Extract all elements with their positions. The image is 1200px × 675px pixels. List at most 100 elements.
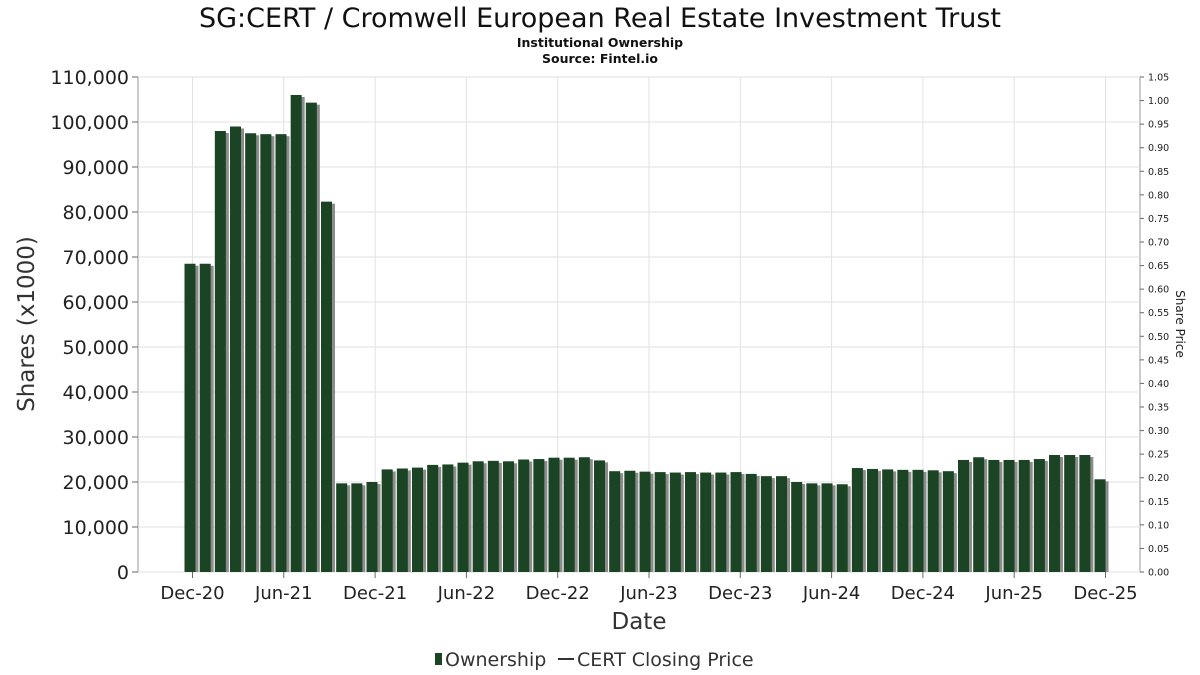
bar	[396, 468, 408, 572]
bar	[745, 473, 757, 572]
bar	[214, 131, 226, 572]
bar	[1018, 459, 1030, 572]
bar	[851, 468, 863, 572]
bar	[1003, 459, 1015, 572]
y2-tick-label: 0.30	[1148, 426, 1169, 437]
y-tick-label: 30,000	[63, 427, 129, 449]
y2-tick-label: 0.40	[1148, 379, 1169, 390]
y2-tick-label: 0.60	[1148, 285, 1169, 296]
y2-tick-label: 0.50	[1148, 332, 1169, 343]
y-tick-label: 70,000	[63, 247, 129, 269]
bar	[563, 457, 575, 572]
y2-tick-label: 0.80	[1148, 190, 1169, 201]
legend: Ownership CERT Closing Price	[435, 649, 754, 671]
bar	[760, 476, 772, 572]
x-tick-label: Jun-21	[254, 583, 313, 604]
bar	[199, 263, 211, 572]
bar	[927, 470, 939, 572]
bars-group	[184, 95, 1109, 573]
bar	[912, 469, 924, 572]
y2-tick-label: 0.75	[1148, 214, 1169, 225]
y-tick-label: 100,000	[50, 112, 129, 134]
x-tick-label: Dec-24	[891, 583, 955, 604]
bar	[321, 201, 333, 572]
bar	[260, 134, 272, 572]
x-axis-label: Date	[612, 609, 667, 635]
chart-title: SG:CERT / Cromwell European Real Estate …	[199, 3, 1001, 34]
bar	[867, 468, 879, 572]
legend-ownership-label: Ownership	[445, 649, 546, 671]
bar	[548, 457, 560, 572]
legend-ownership-swatch	[435, 653, 442, 665]
bar	[230, 126, 242, 572]
y-tick-label: 40,000	[63, 382, 129, 404]
y-tick-label: 10,000	[63, 517, 129, 539]
y-tick-label: 0	[117, 562, 129, 584]
x-tick-label: Jun-24	[802, 583, 861, 604]
bar	[594, 460, 606, 572]
x-tick-label: Jun-22	[437, 583, 496, 604]
bar	[1094, 479, 1106, 572]
y2-tick-label: 0.45	[1148, 355, 1169, 366]
bar	[366, 482, 378, 572]
bar	[305, 102, 317, 573]
y2-tick-label: 0.95	[1148, 120, 1169, 131]
bar	[351, 483, 363, 572]
y-tick-label: 60,000	[63, 292, 129, 314]
bar	[882, 469, 894, 572]
bar	[487, 460, 499, 572]
bar	[518, 459, 530, 572]
bar	[578, 457, 590, 572]
y-axis-label: Shares (x1000)	[14, 236, 40, 412]
y2-tick-label: 0.20	[1148, 473, 1169, 484]
plot-area	[137, 76, 1141, 573]
chart-source: Source: Fintel.io	[542, 51, 658, 66]
bar	[776, 476, 788, 572]
bar	[624, 470, 636, 572]
x-axis: Dec-20 Jun-21 Dec-21 Jun-22 Dec-22 Jun-23 Dec-…	[160, 572, 1138, 604]
y-axis: 0 10,000 20,000 30,000 40,000 50,000 60,000 70,…	[50, 67, 138, 584]
bar	[533, 459, 545, 572]
x-tick-label: Dec-21	[343, 583, 407, 604]
x-tick-label: Dec-22	[526, 583, 590, 604]
x-tick-label: Dec-20	[160, 583, 224, 604]
chart-subtitle: Institutional Ownership	[517, 35, 683, 50]
bar	[988, 459, 1000, 572]
bar	[806, 483, 818, 572]
bar	[457, 462, 469, 572]
y2-tick-label: 0.35	[1148, 403, 1169, 414]
y2-axis: 0.00 0.05 0.10 0.15 0.20 0.25 0.30 0.35 0.40 0.45…	[1140, 73, 1169, 579]
y2-tick-label: 1.05	[1148, 73, 1169, 84]
y2-tick-label: 0.55	[1148, 308, 1169, 319]
bar	[821, 483, 833, 572]
bar	[609, 471, 621, 572]
bar	[245, 133, 257, 572]
bar	[503, 461, 515, 572]
bar	[1049, 455, 1061, 572]
bar	[973, 457, 985, 572]
bar	[442, 464, 454, 572]
bar	[275, 134, 287, 572]
bar	[654, 472, 666, 572]
y2-tick-label: 0.90	[1148, 143, 1169, 154]
x-tick-label: Jun-23	[619, 583, 678, 604]
bar	[791, 482, 803, 572]
bar	[336, 483, 348, 572]
y2-tick-label: 0.00	[1148, 568, 1169, 579]
bar	[427, 464, 439, 572]
y-tick-label: 80,000	[63, 202, 129, 224]
bar	[700, 472, 712, 572]
bar	[685, 472, 697, 572]
x-tick-label: Dec-23	[708, 583, 772, 604]
bar	[958, 459, 970, 572]
bar	[897, 469, 909, 572]
y2-tick-label: 1.00	[1148, 96, 1169, 107]
bar	[1064, 455, 1076, 572]
x-tick-label: Jun-25	[984, 583, 1043, 604]
y-tick-label: 50,000	[63, 337, 129, 359]
y2-tick-label: 0.15	[1148, 497, 1169, 508]
bar	[184, 263, 196, 572]
y2-tick-label: 0.70	[1148, 238, 1169, 249]
bar	[942, 471, 954, 572]
